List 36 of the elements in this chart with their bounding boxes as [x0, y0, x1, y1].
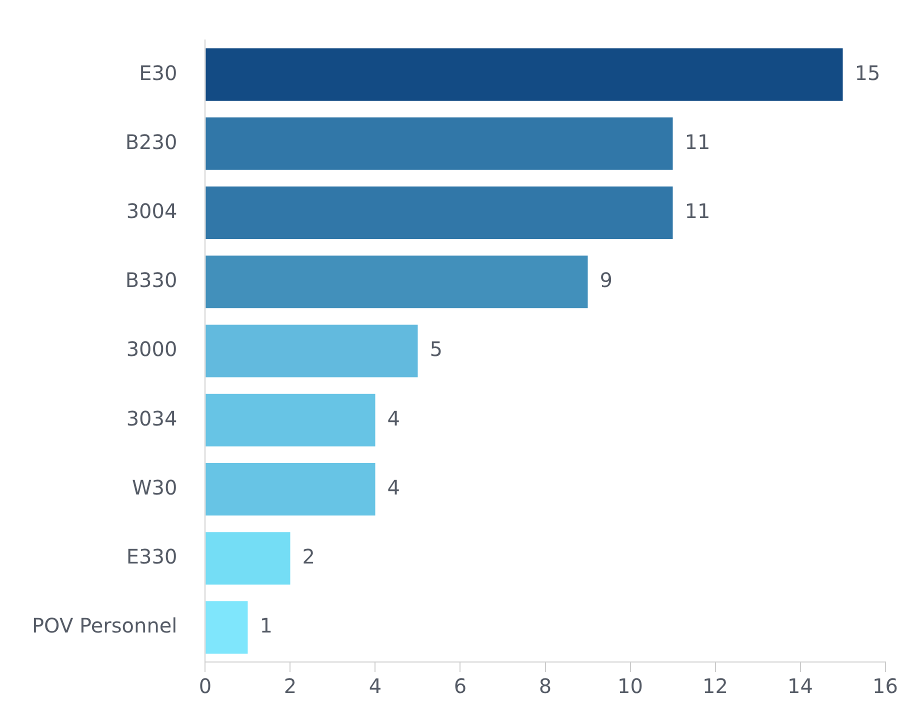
- data-label: 15: [854, 60, 880, 85]
- y-tick-label: E330: [126, 544, 178, 569]
- bar: [206, 117, 673, 170]
- y-tick-label: B230: [125, 130, 178, 154]
- y-tick-label: POV Personnel: [32, 614, 178, 638]
- y-tick-label: W30: [132, 475, 178, 500]
- data-label: 11: [684, 130, 710, 154]
- y-tick-label: 3004: [126, 198, 178, 223]
- bar: [206, 186, 673, 240]
- x-tick-label: 4: [368, 674, 382, 698]
- data-label: 4: [387, 406, 400, 430]
- data-label: 9: [600, 268, 612, 292]
- data-label: 5: [430, 337, 442, 362]
- bar: [206, 462, 376, 516]
- y-tick-label: B330: [125, 268, 178, 292]
- y-tick-label: 3034: [126, 406, 178, 430]
- bar: [206, 256, 588, 308]
- data-label: 2: [302, 544, 315, 569]
- data-label: 4: [387, 475, 400, 500]
- x-tick-label: 6: [454, 674, 467, 698]
- x-tick-label: 14: [788, 674, 813, 698]
- bar: [206, 394, 376, 446]
- x-tick-label: 0: [198, 674, 212, 698]
- bar: [206, 324, 418, 378]
- data-label: 1: [260, 614, 272, 638]
- data-label: 11: [684, 198, 710, 223]
- bar: [206, 48, 843, 101]
- x-tick-label: 2: [284, 674, 297, 698]
- bar: [206, 532, 290, 585]
- bar: [206, 601, 248, 654]
- x-tick-label: 12: [702, 674, 728, 698]
- y-tick-label: 3000: [126, 337, 178, 362]
- y-tick-label: E30: [139, 60, 178, 85]
- x-tick-label: 10: [618, 674, 643, 698]
- x-tick-label: 8: [538, 674, 552, 698]
- x-tick-label: 16: [872, 674, 898, 698]
